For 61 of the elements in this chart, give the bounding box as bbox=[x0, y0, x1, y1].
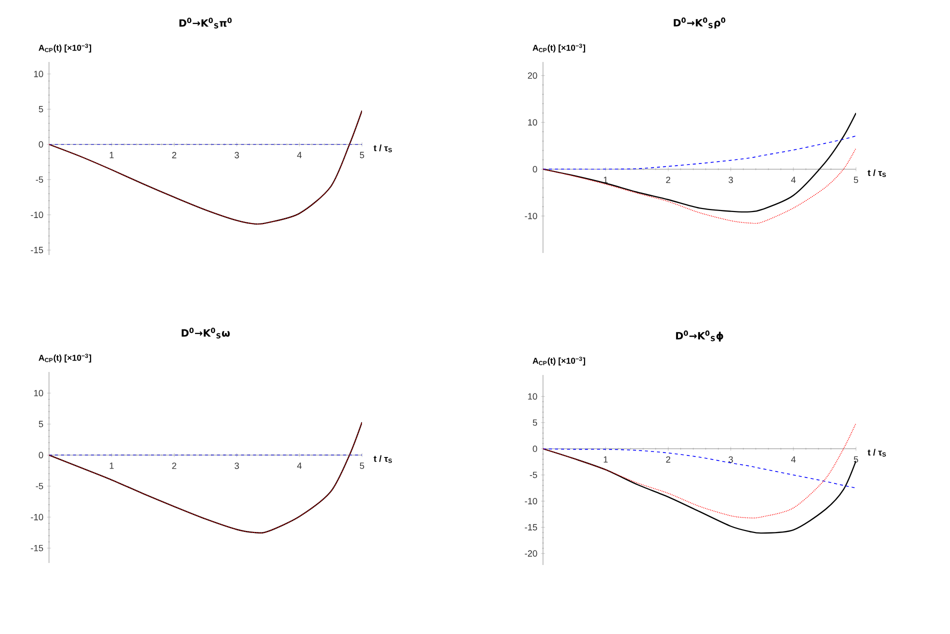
x-tick-label: 2 bbox=[666, 176, 670, 184]
x-axis-title: t / τ$_{S}$ bbox=[374, 144, 392, 152]
x-tick-label: 2 bbox=[172, 462, 176, 469]
x-tick-label: 1 bbox=[110, 152, 114, 158]
y-tick-label: -10 bbox=[524, 212, 538, 220]
x-tick-label: 4 bbox=[297, 462, 302, 469]
line-series bbox=[543, 448, 856, 488]
y-tick-label: -5 bbox=[36, 176, 44, 183]
y-tick-label: 10 bbox=[34, 70, 44, 78]
y-tick-label: 0 bbox=[532, 446, 538, 452]
y-tick-label: 0 bbox=[38, 452, 44, 458]
y-axis-title: A$_{CP}$(t) [×10$^{−3}$] bbox=[532, 356, 586, 366]
y-tick-label: 10 bbox=[528, 393, 538, 400]
x-tick-label: 5 bbox=[854, 456, 858, 463]
chart-title: D$^{0}$→K$^{0}$$_{S}$ϕ bbox=[676, 330, 724, 342]
line-series bbox=[543, 448, 856, 534]
x-axis-title: t / τ$_{S}$ bbox=[868, 448, 886, 457]
x-tick-label: 3 bbox=[728, 176, 733, 184]
y-tick-label: -15 bbox=[30, 544, 44, 552]
line-series bbox=[543, 422, 856, 518]
line-series bbox=[543, 148, 856, 224]
chart-title: D$^{0}$→K$^{0}$$_{S}$π$^{0}$ bbox=[179, 18, 232, 28]
x-axis-title: t / τ$_{S}$ bbox=[868, 169, 886, 178]
y-tick-label: -5 bbox=[530, 472, 538, 478]
y-tick-label: -5 bbox=[36, 482, 44, 490]
y-tick-label: 10 bbox=[34, 390, 44, 396]
x-tick-label: 3 bbox=[728, 456, 733, 463]
y-tick-label: 0 bbox=[38, 141, 44, 148]
x-tick-label: 5 bbox=[854, 176, 858, 184]
x-tick-label: 5 bbox=[360, 152, 364, 158]
x-tick-label: 1 bbox=[110, 462, 114, 469]
y-tick-label: -10 bbox=[30, 212, 44, 218]
y-tick-label: -15 bbox=[524, 524, 538, 530]
y-tick-label: 5 bbox=[38, 420, 44, 428]
x-tick-label: 5 bbox=[360, 462, 364, 469]
x-tick-label: 2 bbox=[172, 152, 176, 158]
y-axis-title: A$_{CP}$(t) [×10$^{−3}$] bbox=[38, 354, 92, 362]
line-series bbox=[543, 136, 856, 170]
x-tick-label: 3 bbox=[234, 462, 239, 469]
chart-title: D$^{0}$→K$^{0}$$_{S}$ρ$^{0}$ bbox=[674, 18, 726, 28]
y-tick-label: 0 bbox=[532, 166, 538, 172]
y-tick-label: 20 bbox=[528, 72, 538, 79]
x-tick-label: 4 bbox=[297, 152, 302, 158]
y-axis-title: A$_{CP}$(t) [×10$^{−3}$] bbox=[38, 44, 92, 52]
x-tick-label: 2 bbox=[666, 456, 670, 463]
y-tick-label: 5 bbox=[38, 106, 44, 112]
y-tick-label: -20 bbox=[524, 550, 538, 557]
x-axis-title: t / τ$_{S}$ bbox=[374, 455, 392, 463]
y-tick-label: 5 bbox=[532, 419, 538, 426]
line-series bbox=[49, 422, 362, 534]
y-axis-title: A$_{CP}$(t) [×10$^{−3}$] bbox=[532, 44, 586, 52]
y-tick-label: -10 bbox=[524, 498, 538, 504]
line-series bbox=[543, 112, 856, 213]
chart-title: D$^{0}$→K$^{0}$$_{S}$ω bbox=[182, 328, 230, 338]
y-tick-label: 10 bbox=[528, 119, 538, 126]
y-tick-label: -10 bbox=[30, 514, 44, 520]
x-tick-label: 3 bbox=[234, 152, 239, 158]
x-tick-label: 1 bbox=[604, 456, 608, 463]
y-tick-label: -15 bbox=[30, 246, 44, 254]
x-tick-label: 4 bbox=[791, 456, 796, 463]
x-tick-label: 4 bbox=[791, 176, 796, 183]
